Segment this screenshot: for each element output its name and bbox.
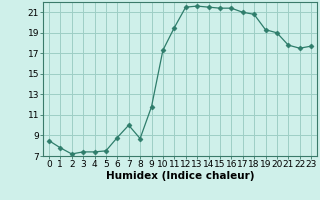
X-axis label: Humidex (Indice chaleur): Humidex (Indice chaleur)	[106, 171, 254, 181]
